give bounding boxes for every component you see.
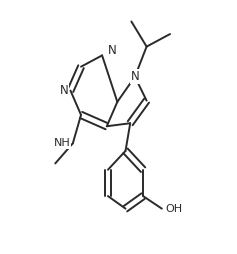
Text: NH: NH [54,138,70,148]
Text: OH: OH [165,204,182,214]
Text: N: N [108,44,117,57]
Text: N: N [59,84,68,97]
Text: N: N [131,70,139,83]
